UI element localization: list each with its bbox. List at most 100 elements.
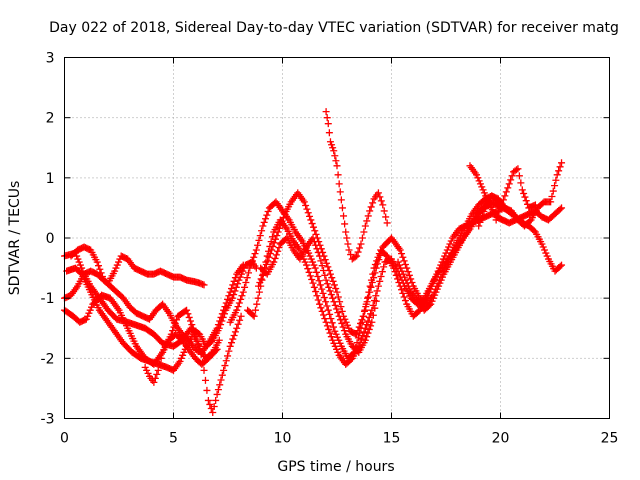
data-point-marker bbox=[520, 189, 528, 197]
data-point-marker bbox=[277, 221, 285, 229]
data-point-marker bbox=[213, 345, 221, 353]
data-point-marker bbox=[254, 241, 262, 249]
y-tick-label: -2 bbox=[41, 351, 55, 367]
data-point-marker bbox=[429, 294, 437, 302]
data-point-marker bbox=[248, 257, 256, 265]
data-point-marker bbox=[376, 277, 384, 285]
data-point-marker bbox=[93, 258, 101, 266]
y-tick-label: -3 bbox=[41, 412, 55, 428]
data-point-marker bbox=[367, 283, 375, 291]
data-point-marker bbox=[200, 366, 208, 374]
data-point-marker bbox=[216, 317, 224, 325]
data-point-marker bbox=[497, 204, 504, 212]
data-point-marker bbox=[239, 261, 247, 269]
data-point-marker bbox=[259, 222, 267, 230]
data-point-marker bbox=[230, 277, 238, 285]
data-point-marker bbox=[361, 336, 369, 344]
data-point-marker bbox=[210, 402, 218, 410]
data-point-marker bbox=[474, 174, 482, 182]
data-point-marker bbox=[269, 242, 277, 250]
data-point-marker bbox=[480, 208, 488, 216]
data-point-marker bbox=[375, 256, 383, 264]
data-point-marker bbox=[264, 257, 272, 265]
data-point-marker bbox=[304, 209, 312, 217]
data-point-marker bbox=[261, 215, 269, 223]
data-point-marker bbox=[345, 324, 353, 332]
data-points bbox=[61, 108, 566, 416]
data-point-marker bbox=[206, 400, 214, 408]
data-point-marker bbox=[358, 316, 366, 324]
data-point-marker bbox=[306, 252, 314, 260]
data-point-marker bbox=[358, 234, 366, 242]
y-tick-label: 0 bbox=[46, 231, 55, 247]
data-point-marker bbox=[234, 320, 242, 328]
data-point-marker bbox=[330, 147, 338, 155]
data-point-marker bbox=[306, 212, 314, 220]
data-point-marker bbox=[333, 162, 341, 170]
data-point-marker bbox=[492, 216, 500, 224]
data-point-marker bbox=[322, 108, 330, 116]
data-point-marker bbox=[357, 335, 365, 343]
data-point-marker bbox=[371, 269, 379, 277]
data-point-marker bbox=[270, 258, 278, 266]
x-tick-label: 20 bbox=[492, 431, 510, 447]
data-point-marker bbox=[363, 333, 371, 341]
data-point-marker bbox=[96, 265, 104, 273]
data-point-marker bbox=[404, 268, 412, 276]
data-point-marker bbox=[177, 354, 185, 362]
data-point-marker bbox=[275, 224, 283, 232]
data-point-marker bbox=[437, 276, 445, 284]
data-point-marker bbox=[549, 187, 557, 195]
data-point-marker bbox=[321, 256, 329, 264]
data-point-marker bbox=[398, 250, 406, 258]
data-point-marker bbox=[328, 319, 336, 327]
data-point-marker bbox=[95, 262, 103, 270]
series-track-6 bbox=[141, 330, 221, 386]
data-point-marker bbox=[310, 283, 318, 291]
data-point-marker bbox=[558, 159, 566, 167]
data-point-marker bbox=[187, 317, 195, 325]
data-point-marker bbox=[143, 366, 151, 374]
data-point-marker bbox=[354, 327, 362, 335]
data-point-marker bbox=[323, 302, 331, 310]
data-point-marker bbox=[370, 274, 378, 282]
data-point-marker bbox=[367, 322, 375, 330]
data-point-marker bbox=[229, 335, 237, 343]
data-point-marker bbox=[406, 285, 414, 293]
data-point-marker bbox=[313, 292, 321, 300]
data-point-marker bbox=[329, 277, 337, 285]
data-point-marker bbox=[514, 165, 522, 173]
data-point-marker bbox=[507, 176, 515, 184]
data-point-marker bbox=[239, 288, 247, 296]
data-point-marker bbox=[360, 307, 368, 315]
data-point-marker bbox=[504, 184, 512, 192]
data-point-marker bbox=[433, 285, 441, 293]
data-point-marker bbox=[315, 277, 323, 285]
data-point-marker bbox=[98, 273, 106, 281]
data-point-marker bbox=[183, 306, 191, 314]
data-point-marker bbox=[401, 260, 409, 268]
data-point-marker bbox=[334, 348, 342, 356]
data-point-marker bbox=[396, 246, 404, 254]
data-point-marker bbox=[364, 212, 372, 220]
data-point-marker bbox=[153, 370, 161, 378]
data-point-marker bbox=[372, 264, 380, 272]
data-point-marker bbox=[357, 240, 365, 248]
data-point-marker bbox=[226, 342, 234, 350]
data-point-marker bbox=[311, 227, 319, 235]
data-point-marker bbox=[331, 342, 339, 350]
data-point-marker bbox=[151, 374, 159, 382]
data-point-marker bbox=[518, 186, 526, 194]
data-point-marker bbox=[339, 323, 347, 331]
data-point-marker bbox=[255, 236, 263, 244]
data-point-marker bbox=[366, 282, 374, 290]
data-point-marker bbox=[475, 222, 483, 230]
data-point-marker bbox=[243, 274, 251, 282]
data-point-marker bbox=[343, 234, 351, 242]
data-point-marker bbox=[322, 276, 330, 284]
data-point-marker bbox=[204, 396, 212, 404]
data-point-marker bbox=[477, 215, 485, 223]
data-point-marker bbox=[300, 198, 308, 206]
data-point-marker bbox=[311, 264, 319, 272]
data-point-marker bbox=[224, 295, 232, 303]
